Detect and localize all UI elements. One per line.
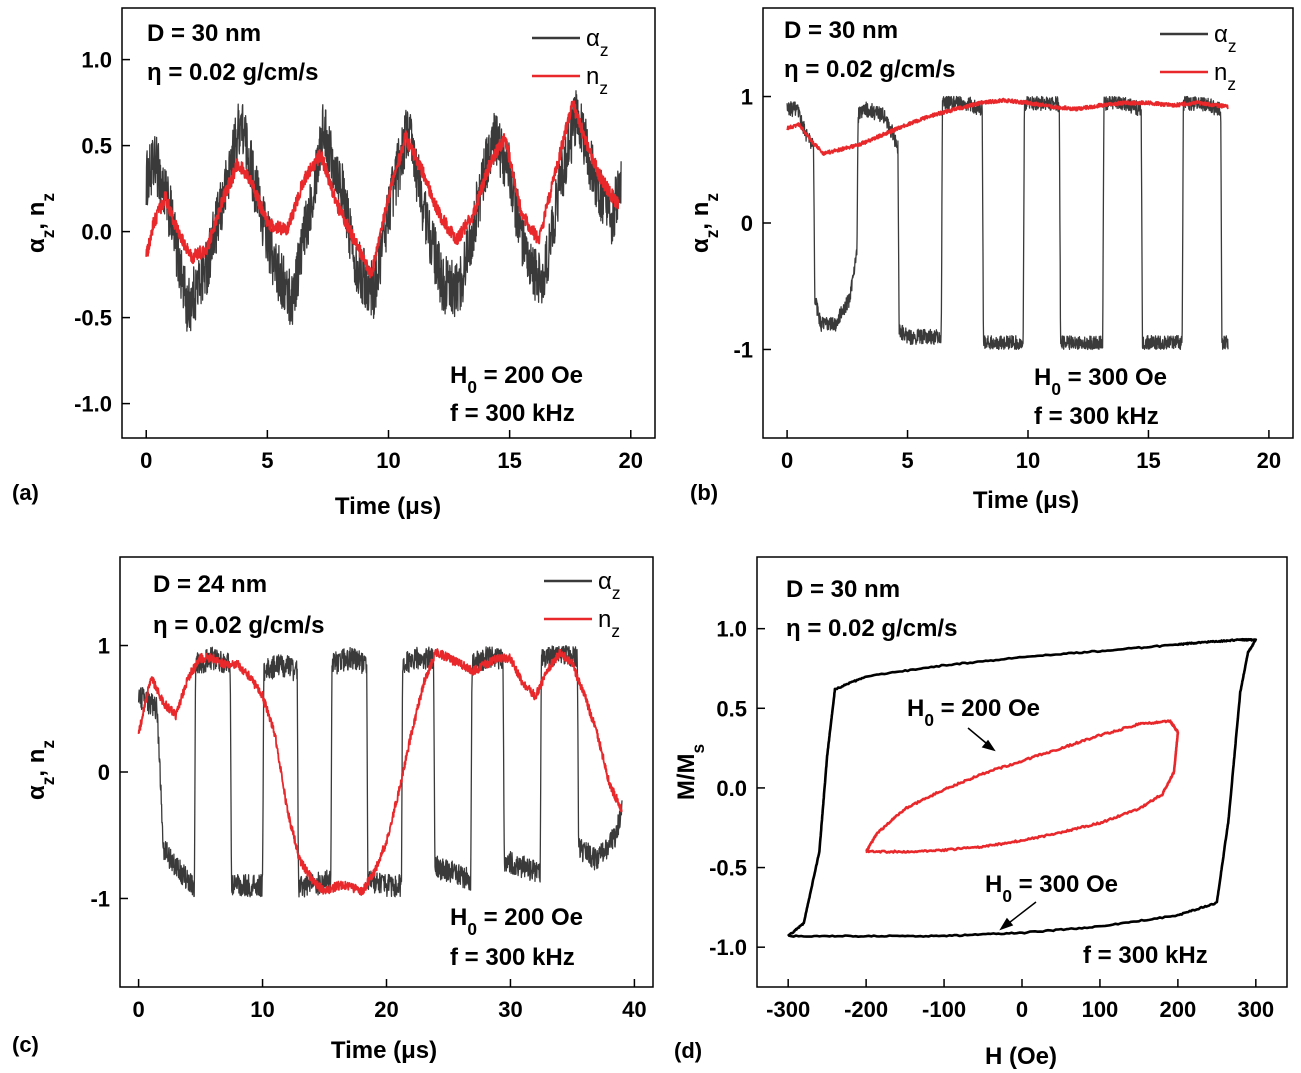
panel-d-xtick-label: -200: [844, 997, 888, 1022]
arrow-h200-head: [981, 739, 996, 752]
panel-a-annot-field: H0 = 200 Oe: [450, 362, 583, 397]
panel-c-ylabel: αz, nz: [23, 740, 58, 800]
panel-b-annot-viscosity: η = 0.02 g/cm/s: [784, 56, 955, 83]
panel-b-ytick-label: -1: [733, 337, 753, 362]
panel-d-ytick-label: -1.0: [709, 935, 747, 960]
panel-d-xtick-label: 200: [1160, 997, 1197, 1022]
panel-a-ytick-label: -1.0: [74, 392, 112, 417]
panel-d-series: [787, 637, 1258, 938]
panel-a-label: (a): [12, 480, 39, 505]
panel-c-legend: αz nz: [544, 568, 621, 641]
panel-d-xtick-label: 0: [1016, 997, 1028, 1022]
panel-c-annot-viscosity: η = 0.02 g/cm/s: [153, 612, 324, 639]
panel-b-annot-field: H0 = 300 Oe: [1034, 364, 1167, 399]
panel-c-xlabel: Time (μs): [331, 1037, 437, 1064]
panel-d-xtick-label: -300: [766, 997, 810, 1022]
panel-d-annot-h300: H0 = 300 Oe: [985, 871, 1118, 906]
panel-b-ticks: 0 5 10 15 20 -1 0 1: [733, 85, 1281, 473]
panel-a-xtick-label: 20: [619, 448, 643, 473]
panel-a-ticks: 0 5 10 15 20 -1.0 -0.5 0.0 0.5 1.0: [74, 48, 643, 473]
legend-b-alpha: αz: [1214, 21, 1237, 56]
panel-a-ylabel: αz, nz: [23, 193, 58, 253]
panel-b: 0 5 10 15 20 -1 0 1 D = 30 nm η = 0.02 g/cm/s H…: [687, 7, 1294, 514]
panel-a-annot-viscosity: η = 0.02 g/cm/s: [147, 59, 318, 86]
panel-a-xtick-label: 15: [497, 448, 521, 473]
panel-c-xtick-label: 0: [132, 997, 144, 1022]
panel-c-label: (c): [12, 1032, 39, 1057]
legend-b-n: nz: [1214, 59, 1236, 94]
panel-d-ytick-label: 0.5: [716, 696, 747, 721]
panel-d-annot-frequency: f = 300 kHz: [1083, 942, 1208, 969]
panel-c-series: [137, 645, 623, 898]
panel-a: 0 5 10 15 20 -1.0 -0.5 0.0 0.5 1.0 D = 30 nm η = …: [12, 7, 656, 520]
panel-b-ylabel: αz, nz: [687, 193, 722, 253]
panel-d-ylabel: M/Ms: [673, 744, 708, 800]
panel-b-annot-frequency: f = 300 kHz: [1034, 403, 1159, 430]
panel-b-xtick-label: 5: [901, 448, 913, 473]
panel-a-ytick-label: 1.0: [81, 48, 112, 73]
panel-b-xtick-label: 20: [1257, 448, 1281, 473]
legend-a-alpha: αz: [586, 25, 609, 60]
panel-a-series-second: [145, 100, 620, 279]
panel-d-arrows: [967, 727, 1037, 931]
panel-b-label: (b): [690, 480, 718, 505]
panel-c-annot-field: H0 = 200 Oe: [450, 904, 583, 939]
panel-c: 0 10 20 30 40-101 D = 24 nm η = 0.02 g/cm/s …: [12, 556, 654, 1064]
panel-c-annot-frequency: f = 300 kHz: [450, 944, 575, 971]
panel-c-xtick-label: 40: [622, 997, 646, 1022]
panel-d-ytick-label: 0.0: [716, 776, 747, 801]
panel-a-xtick-label: 5: [261, 448, 273, 473]
panel-a-xtick-label: 0: [140, 448, 152, 473]
panel-d-xtick-label: -100: [922, 997, 966, 1022]
panel-d-series-first: [787, 637, 1258, 938]
panel-b-series-second: [786, 97, 1229, 156]
panel-d-label: (d): [674, 1038, 702, 1063]
panel-c-xtick-label: 10: [250, 997, 274, 1022]
panel-b-ytick-label: 1: [741, 85, 753, 110]
panel-b-series-first: [786, 95, 1229, 351]
panel-d-xlabel: H (Oe): [985, 1043, 1057, 1070]
panel-a-annot-frequency: f = 300 kHz: [450, 400, 575, 427]
panel-a-series-first: [145, 90, 622, 332]
panel-b-annot-diameter: D = 30 nm: [784, 17, 898, 44]
panel-b-xlabel: Time (μs): [973, 487, 1079, 514]
panel-d-ytick-label: -0.5: [709, 856, 747, 881]
panel-b-legend: αz nz: [1160, 21, 1237, 94]
panel-d-xtick-label: 100: [1082, 997, 1119, 1022]
panel-a-ytick-label: 0.5: [81, 134, 112, 159]
panel-d-ytick-label: 1.0: [716, 617, 747, 642]
panel-b-series: [786, 95, 1229, 351]
panel-a-ytick-label: 0.0: [81, 220, 112, 245]
panel-c-ticks: 0 10 20 30 40 -1 0 1: [90, 634, 646, 1022]
panel-c-ytick-label: -1: [90, 886, 110, 911]
legend-c-alpha: αz: [598, 568, 621, 603]
panel-c-xtick-label: 30: [498, 997, 522, 1022]
panel-d: -300 -200 -100 0 100 200 300-1.0-0.50.00.51.0 …: [673, 556, 1288, 1070]
panel-d-ticks: -300 -200 -100 0 100 200 300 -1.0 -0.5 0.0 0.5 1.0: [709, 617, 1274, 1022]
panel-c-xtick-label: 20: [374, 997, 398, 1022]
legend-a-n: nz: [586, 63, 608, 98]
panel-a-xlabel: Time (μs): [335, 493, 441, 520]
panel-d-xtick-label: 300: [1237, 997, 1274, 1022]
panel-a-series: [145, 90, 622, 332]
panel-d-annot-viscosity: η = 0.02 g/cm/s: [786, 615, 957, 642]
panel-b-xtick-label: 0: [781, 448, 793, 473]
panel-a-legend: αz nz: [532, 25, 609, 98]
panel-b-xtick-label: 10: [1016, 448, 1040, 473]
panel-d-annot-h200: H0 = 200 Oe: [907, 695, 1040, 730]
panel-c-ytick-label: 0: [98, 760, 110, 785]
panel-c-annot-diameter: D = 24 nm: [153, 571, 267, 598]
arrow-h300-head: [999, 917, 1014, 931]
panel-a-annot-diameter: D = 30 nm: [147, 20, 261, 47]
legend-c-n: nz: [598, 606, 620, 641]
panel-d-annot-diameter: D = 30 nm: [786, 576, 900, 603]
panel-b-ytick-label: 0: [741, 211, 753, 236]
panel-b-xtick-label: 15: [1136, 448, 1160, 473]
panel-d-series-second: [865, 719, 1180, 854]
panel-a-xtick-label: 10: [376, 448, 400, 473]
panel-a-ytick-label: -0.5: [74, 306, 112, 331]
panel-c-series-second: [137, 648, 623, 896]
panel-c-ytick-label: 1: [98, 634, 110, 659]
